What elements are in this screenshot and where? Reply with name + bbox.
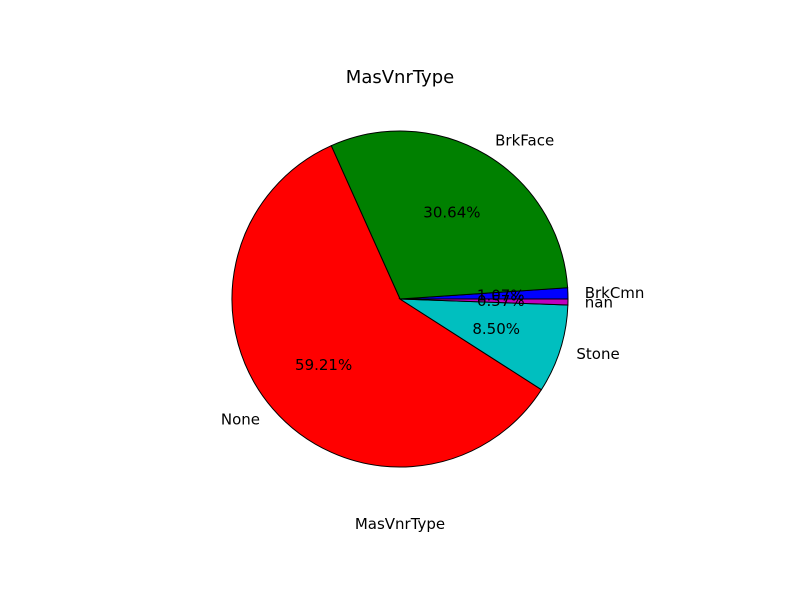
slice-label-brkface: BrkFace	[495, 132, 554, 150]
slice-percent-none: 59.21%	[295, 356, 352, 374]
slice-label-nan: nan	[585, 293, 613, 311]
pie-labels: BrkCmn 1.07% BrkFace 30.64% None 59.21% Stone 8…	[221, 132, 645, 429]
slice-percent-nan: 0.57%	[477, 292, 525, 310]
slice-label-brkcmn: BrkCmn	[585, 284, 645, 302]
pie-slice-brkface	[330, 130, 569, 300]
slice-label-stone: Stone	[576, 345, 619, 363]
pie-slice-stone	[398, 298, 569, 391]
slice-label-none: None	[221, 411, 260, 429]
chart-title: MasVnrType	[346, 67, 454, 88]
x-axis-label: MasVnrType	[355, 515, 445, 533]
pie-slices	[231, 130, 569, 468]
slice-percent-stone: 8.50%	[472, 320, 520, 338]
slice-percent-brkcmn: 1.07%	[477, 287, 525, 305]
pie-slice-none	[231, 145, 543, 468]
slice-percent-brkface: 30.64%	[423, 204, 480, 222]
pie-slice-nan	[399, 298, 569, 306]
